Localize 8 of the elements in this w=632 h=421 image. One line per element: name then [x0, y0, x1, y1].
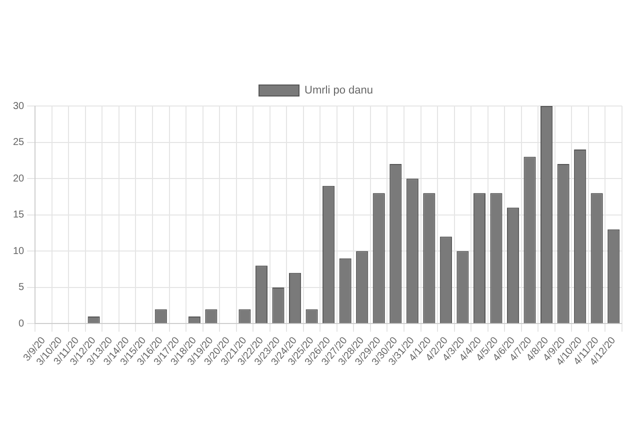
y-tick-label: 15 [13, 210, 25, 221]
y-tick-label: 25 [13, 137, 25, 148]
y-tick-label: 5 [18, 282, 25, 294]
y-tick-label: 10 [13, 246, 25, 257]
y-tick-label: 0 [18, 318, 25, 330]
y-tick-label: 30 [13, 100, 25, 112]
y-tick-label: 20 [13, 173, 25, 184]
legend-label: Umrli po danu [304, 84, 373, 97]
